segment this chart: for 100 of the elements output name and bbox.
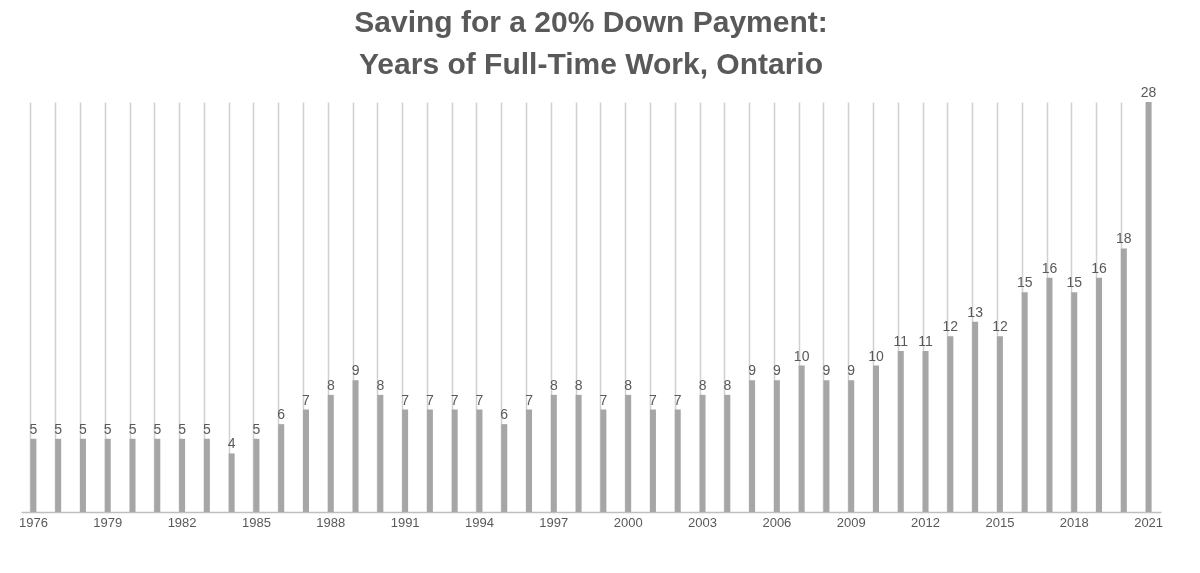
x-tick-label: 1979 <box>93 514 123 530</box>
data-label: 7 <box>401 391 410 408</box>
data-label: 16 <box>1041 259 1058 276</box>
x-tick-label: 2003 <box>688 514 717 530</box>
x-tick-label: 1985 <box>241 514 271 530</box>
data-label: 5 <box>178 420 187 437</box>
bar <box>303 409 309 512</box>
bar <box>625 394 632 512</box>
data-label: 8 <box>698 376 707 393</box>
x-tick-label: 2015 <box>985 514 1015 530</box>
x-tick-label: 1994 <box>465 514 494 530</box>
bar <box>278 424 285 512</box>
data-label: 7 <box>673 391 682 408</box>
bar <box>79 438 86 512</box>
bar <box>203 438 210 512</box>
data-label: 5 <box>54 420 63 437</box>
bar <box>154 438 161 512</box>
x-tick-label: 2012 <box>911 514 941 530</box>
data-label: 12 <box>992 318 1008 335</box>
data-label: 9 <box>351 362 360 379</box>
data-label: 13 <box>967 303 984 320</box>
x-tick-label: 1997 <box>539 514 569 530</box>
data-label: 4 <box>227 435 236 452</box>
bar <box>1071 292 1078 512</box>
bar <box>1096 277 1103 512</box>
bar <box>699 394 706 512</box>
bar <box>426 409 433 512</box>
data-label: 16 <box>1091 259 1108 276</box>
bar <box>947 336 954 512</box>
bar <box>873 365 879 512</box>
data-label: 7 <box>599 391 608 408</box>
data-label: 5 <box>128 420 137 437</box>
bar <box>848 380 855 512</box>
bar <box>253 438 260 512</box>
bar <box>55 438 62 512</box>
data-label: 6 <box>500 406 509 423</box>
bar <box>327 394 334 512</box>
bar <box>30 438 37 512</box>
x-tick-label: 2009 <box>836 514 866 530</box>
data-label: 8 <box>376 376 385 393</box>
bar <box>996 336 1003 512</box>
data-label: 8 <box>723 376 732 393</box>
bar <box>1021 292 1028 512</box>
bar <box>228 453 235 512</box>
bar <box>972 321 979 512</box>
bar <box>526 409 533 512</box>
bar <box>179 438 186 512</box>
data-label: 9 <box>748 362 757 379</box>
data-label: 7 <box>450 391 459 408</box>
bar <box>575 394 582 512</box>
data-label: 8 <box>326 376 335 393</box>
data-label: 9 <box>772 362 781 379</box>
data-label: 5 <box>103 420 112 437</box>
data-label: 7 <box>525 391 534 408</box>
bar <box>600 409 607 512</box>
x-tick-label: 2006 <box>762 514 792 530</box>
bar <box>674 409 681 512</box>
data-label: 7 <box>649 391 658 408</box>
x-tick-label: 1982 <box>167 514 197 530</box>
bar <box>724 394 731 512</box>
data-label: 7 <box>475 391 484 408</box>
bar <box>1046 277 1053 512</box>
data-label: 18 <box>1116 230 1132 247</box>
bar <box>922 350 929 512</box>
x-tick-label: 2018 <box>1059 514 1089 530</box>
data-label: 28 <box>1140 84 1157 100</box>
data-label: 6 <box>277 406 286 423</box>
data-label: 9 <box>847 362 856 379</box>
bar <box>897 350 904 512</box>
data-label: 5 <box>252 420 261 437</box>
data-label: 15 <box>1016 274 1033 291</box>
bar <box>451 409 458 512</box>
data-label: 5 <box>153 420 162 437</box>
x-tick-label: 1976 <box>18 514 48 530</box>
data-label: 7 <box>302 391 311 408</box>
bar <box>550 394 557 512</box>
data-label: 10 <box>793 347 810 364</box>
bar <box>402 409 409 512</box>
bar <box>773 380 780 512</box>
data-label: 5 <box>79 420 88 437</box>
bar <box>749 380 756 512</box>
bar <box>1120 248 1127 512</box>
bar <box>476 409 483 512</box>
data-label: 11 <box>918 332 934 349</box>
text: Years of Full-Time Work, Ontario <box>359 47 823 80</box>
x-tick-label: 2000 <box>613 514 643 530</box>
data-label: 5 <box>29 420 38 437</box>
bar <box>649 409 656 512</box>
bar <box>377 394 384 512</box>
bar <box>1145 102 1152 512</box>
data-label: 11 <box>893 332 909 349</box>
data-label: 7 <box>426 391 435 408</box>
data-label: 8 <box>624 376 633 393</box>
data-label: 8 <box>549 376 558 393</box>
bar <box>798 365 805 512</box>
x-tick-label: 1991 <box>390 514 420 530</box>
data-label: 5 <box>202 420 211 437</box>
data-label: 12 <box>942 318 959 335</box>
data-label: 8 <box>574 376 583 393</box>
bar <box>823 380 830 512</box>
